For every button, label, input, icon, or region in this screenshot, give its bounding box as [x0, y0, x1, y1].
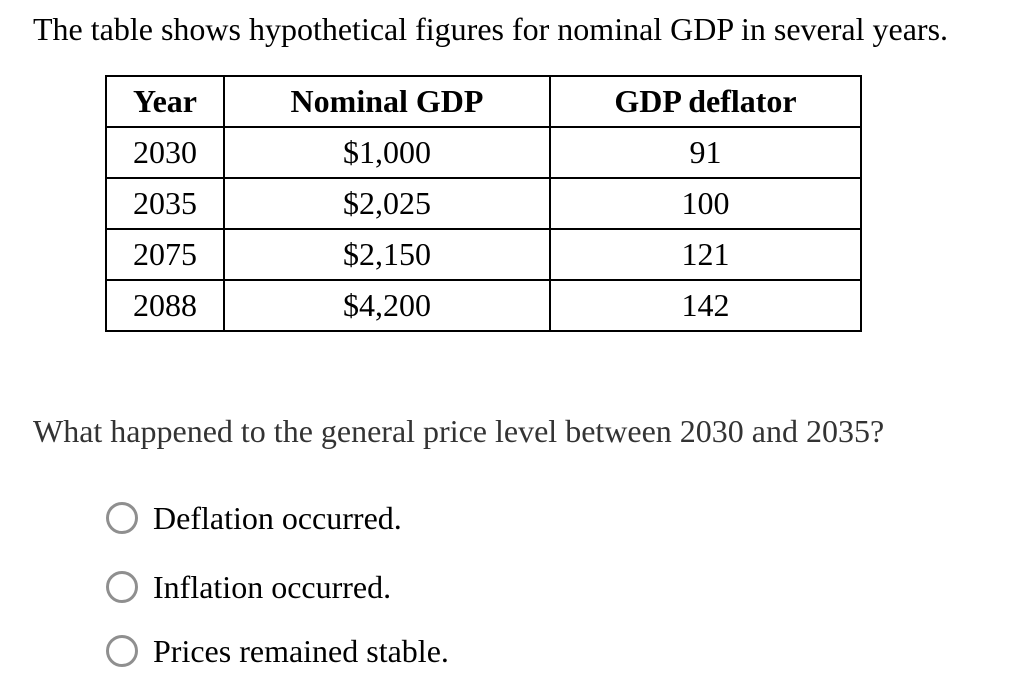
option-label-prices-stable[interactable]: Prices remained stable. — [153, 633, 449, 669]
cell-year: 2035 — [105, 177, 225, 230]
answer-option-deflation[interactable]: Deflation occurred. — [106, 502, 402, 534]
option-label-inflation[interactable]: Inflation occurred. — [153, 569, 392, 605]
table-row: 2030 $1,000 91 — [105, 126, 862, 179]
cell-gdp-deflator: 142 — [549, 279, 862, 332]
cell-gdp-deflator: 121 — [549, 228, 862, 281]
table-header-row: Year Nominal GDP GDP deflator — [105, 75, 862, 128]
radio-prices-stable[interactable] — [106, 635, 138, 667]
cell-year: 2075 — [105, 228, 225, 281]
intro-text: The table shows hypothetical figures for… — [33, 11, 949, 47]
radio-deflation[interactable] — [106, 502, 138, 534]
answer-option-inflation[interactable]: Inflation occurred. — [106, 571, 391, 603]
col-header-gdp-deflator: GDP deflator — [549, 75, 862, 128]
table-row: 2075 $2,150 121 — [105, 228, 862, 281]
col-header-year: Year — [105, 75, 225, 128]
option-label-deflation[interactable]: Deflation occurred. — [153, 500, 402, 536]
cell-nominal-gdp: $2,150 — [223, 228, 551, 281]
cell-gdp-deflator: 91 — [549, 126, 862, 179]
cell-nominal-gdp: $2,025 — [223, 177, 551, 230]
cell-gdp-deflator: 100 — [549, 177, 862, 230]
col-header-nominal-gdp: Nominal GDP — [223, 75, 551, 128]
cell-nominal-gdp: $4,200 — [223, 279, 551, 332]
gdp-table: Year Nominal GDP GDP deflator 2030 $1,00… — [105, 75, 862, 332]
table-row: 2088 $4,200 142 — [105, 279, 862, 332]
table-row: 2035 $2,025 100 — [105, 177, 862, 230]
radio-inflation[interactable] — [106, 571, 138, 603]
answer-option-stable[interactable]: Prices remained stable. — [106, 635, 449, 667]
question-text: What happened to the general price level… — [33, 413, 885, 449]
cell-year: 2030 — [105, 126, 225, 179]
cell-year: 2088 — [105, 279, 225, 332]
cell-nominal-gdp: $1,000 — [223, 126, 551, 179]
